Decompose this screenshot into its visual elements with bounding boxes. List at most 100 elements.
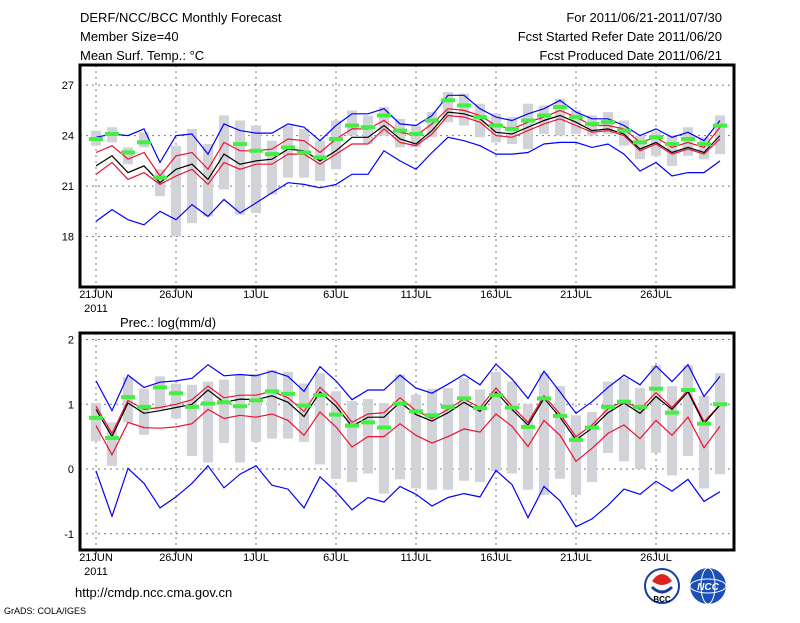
observed-marker <box>393 128 407 133</box>
observed-marker <box>233 404 247 409</box>
observed-marker <box>425 118 439 123</box>
ensemble-range-bar <box>315 373 325 465</box>
ensemble-range-bar <box>123 147 133 165</box>
series-line-min <box>95 136 721 226</box>
x-tick-label: 21JUN <box>79 552 113 564</box>
ensemble-range-bar <box>395 118 405 148</box>
observed-marker <box>617 128 631 133</box>
series-line-max <box>95 94 721 164</box>
series-line-max <box>95 363 721 415</box>
observed-marker <box>697 142 711 147</box>
year-label: 2011 <box>84 303 108 315</box>
ensemble-range-bar <box>491 371 501 471</box>
y-tick-label: 21 <box>62 181 74 193</box>
ensemble-range-bar <box>171 145 181 237</box>
ensemble-range-bar <box>555 386 565 479</box>
ensemble-range-bar <box>267 140 277 195</box>
observed-marker <box>505 126 519 131</box>
ensemble-range-bar <box>619 378 629 462</box>
observed-marker <box>601 404 615 409</box>
observed-marker <box>521 118 535 123</box>
observed-marker <box>665 410 679 415</box>
ensemble-range-bar <box>171 383 181 419</box>
ensemble-range-bar <box>539 373 549 495</box>
observed-marker <box>617 399 631 404</box>
ensemble-range-bar <box>251 125 261 213</box>
ensemble-range-bar <box>187 128 197 224</box>
precipitation-panel: -1 0 1 2 21JUN 26JUN 1JUL 6JUL 11JUL 16JUL 21JUL 26… <box>64 331 736 578</box>
observed-marker <box>249 148 263 153</box>
bcc-logo: BCC <box>644 568 680 604</box>
ensemble-range-bar <box>667 386 677 476</box>
observed-marker <box>105 131 119 136</box>
observed-marker <box>649 386 663 391</box>
ncc-logo-latitude <box>689 578 727 594</box>
observed-marker <box>281 145 295 150</box>
ensemble-range-bar <box>187 384 197 457</box>
observed-marker <box>665 142 679 147</box>
ensemble-range-bar <box>219 379 229 444</box>
ensemble-range-bar <box>363 115 373 145</box>
ensemble-range-bar <box>443 91 453 123</box>
ensemble-range-bar <box>219 115 229 190</box>
series-line-lower <box>95 114 721 186</box>
observed-marker <box>265 152 279 157</box>
source-url[interactable]: http://cmdp.ncc.cma.gov.cn <box>75 585 232 600</box>
ensemble-range-bar <box>699 137 709 160</box>
observed-marker <box>697 421 711 426</box>
observed-marker <box>473 115 487 120</box>
observed-marker <box>585 425 599 430</box>
ensemble-range-bar <box>475 389 485 482</box>
x-tick-label: 21JUN <box>79 289 113 301</box>
y-tick-label: 24 <box>62 131 74 143</box>
observed-marker <box>553 105 567 110</box>
forecast-period: For 2011/06/21-2011/07/30 <box>566 10 722 25</box>
observed-marker <box>553 413 567 418</box>
observed-marker <box>297 403 311 408</box>
ensemble-range-bar <box>235 375 245 463</box>
y-tick-label: 27 <box>62 80 74 92</box>
y-tick-label: 0 <box>68 464 74 476</box>
observed-marker <box>457 103 471 108</box>
observed-marker <box>633 404 647 409</box>
ensemble-range-bar <box>427 112 437 138</box>
ensemble-range-bar <box>715 373 725 475</box>
y-tick-label: -1 <box>64 529 74 541</box>
start-date: Fcst Started Refer Date 2011/06/20 <box>518 29 722 44</box>
ensemble-range-bar <box>299 383 309 442</box>
observed-marker <box>649 135 663 140</box>
x-tick-label: 26JUN <box>159 289 193 301</box>
observed-marker <box>249 398 263 403</box>
y-tick-label: 18 <box>62 232 74 244</box>
ensemble-range-bar <box>395 374 405 480</box>
ensemble-range-bar <box>107 422 117 466</box>
ensemble-range-bar <box>411 125 421 148</box>
ensemble-range-bar <box>635 388 645 470</box>
ensemble-range-bar <box>539 105 549 134</box>
ensemble-range-bar <box>443 388 453 490</box>
observed-marker <box>521 424 535 429</box>
ensemble-range-bar <box>619 120 629 146</box>
ensemble-range-bar <box>283 371 293 439</box>
ensemble-range-bar <box>683 365 693 457</box>
x-tick-label: 6JUL <box>323 289 349 301</box>
x-tick-label: 26JUN <box>159 552 193 564</box>
observed-marker <box>537 113 551 118</box>
observed-marker <box>569 115 583 120</box>
observed-marker <box>457 396 471 401</box>
observed-marker <box>121 395 135 400</box>
ensemble-range-bar <box>283 125 293 178</box>
observed-marker <box>601 120 615 125</box>
series-line-lower <box>95 408 721 463</box>
observed-marker <box>441 404 455 409</box>
figure-title: DERF/NCC/BCC Monthly Forecast <box>80 10 282 25</box>
observed-marker <box>89 415 103 420</box>
observed-marker <box>377 425 391 430</box>
ncc-logo-meridian <box>700 567 716 605</box>
observed-marker <box>489 393 503 398</box>
grads-credit: GrADS: COLA/IGES <box>4 606 86 616</box>
observed-marker <box>329 412 343 417</box>
observed-marker <box>329 137 343 141</box>
observed-marker <box>361 125 375 130</box>
x-tick-label: 26JUL <box>640 552 672 564</box>
